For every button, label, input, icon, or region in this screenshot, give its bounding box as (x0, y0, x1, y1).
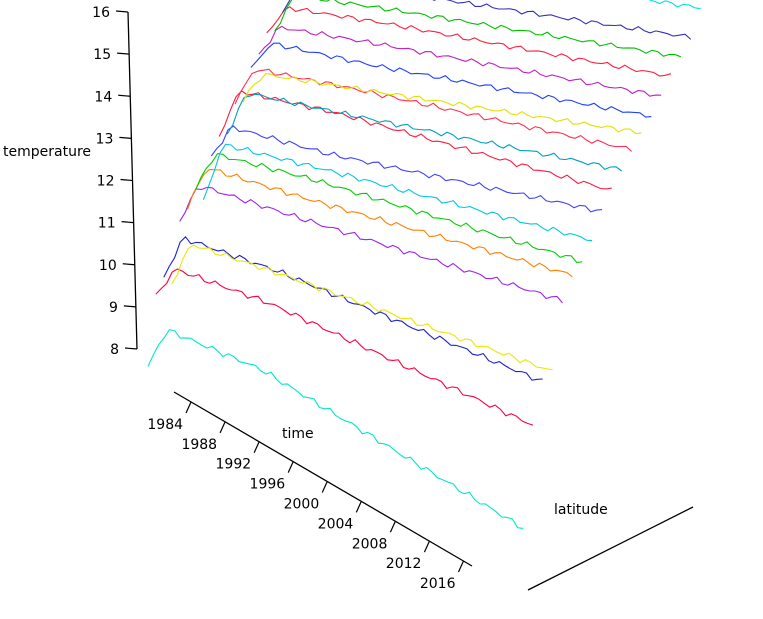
z-tick-label: 11 (98, 216, 116, 232)
series-line (194, 153, 583, 263)
time-tick-label: 2004 (318, 516, 354, 532)
z-tick-label: 9 (109, 300, 118, 316)
time-axis-label: time (282, 426, 314, 442)
time-tick (457, 560, 465, 573)
z-tick (118, 94, 131, 97)
series-line (258, 25, 662, 97)
time-axis: 1984 1988 1992 1996 2000 2004 2008 2012 2016 tim… (147, 391, 473, 592)
z-tick-label: 14 (94, 89, 112, 105)
series-line (218, 90, 612, 190)
time-tick (185, 401, 192, 414)
series-line (242, 73, 642, 135)
z-tick-label: 16 (92, 5, 110, 21)
series-line (147, 329, 524, 529)
z-axis: 8 9 10 11 12 13 14 15 16 temperature (3, 5, 138, 358)
series-line (266, 6, 672, 77)
z-tick (122, 263, 135, 266)
series-line (202, 143, 593, 242)
z-tick (119, 136, 132, 139)
series-line (274, 0, 682, 58)
time-tick (355, 501, 362, 513)
series-line (226, 93, 623, 172)
series-line (234, 68, 632, 152)
time-tick-label: 1992 (216, 457, 252, 473)
series-line (155, 268, 534, 426)
time-tick-label: 2016 (420, 576, 456, 592)
time-tick (219, 421, 226, 434)
time-tick-label: 2012 (386, 556, 422, 572)
z-tick (117, 52, 130, 55)
time-tick-label: 2000 (284, 496, 320, 512)
series-line (179, 186, 563, 304)
time-tick (389, 521, 396, 533)
latitude-axis-line (527, 506, 694, 591)
z-tick (124, 347, 138, 350)
time-tick-label: 1988 (181, 437, 217, 453)
series-line (282, 0, 692, 40)
time-axis-ticks: 1984 1988 1992 1996 2000 2004 2008 2012 2016 (147, 401, 465, 592)
z-tick-label: 12 (97, 174, 115, 190)
z-tick-label: 10 (99, 258, 117, 274)
series-line (648, 0, 701, 10)
z-tick-label: 8 (110, 342, 119, 358)
series-line (187, 168, 573, 278)
z-axis-ticks: 8 9 10 11 12 13 14 15 16 (92, 5, 138, 358)
z-tick (123, 305, 136, 308)
z-axis-label: temperature (3, 144, 91, 160)
z-tick (120, 178, 133, 182)
time-tick-label: 1984 (147, 417, 183, 433)
time-tick (321, 481, 328, 493)
series-line (250, 42, 652, 118)
series-line (163, 235, 543, 381)
time-axis-line (173, 391, 473, 567)
time-tick-label: 1996 (250, 477, 286, 493)
latitude-axis: latitude (527, 502, 694, 591)
time-tick-label: 2008 (352, 536, 388, 552)
series-layer (147, 0, 701, 529)
latitude-axis-label: latitude (554, 502, 608, 518)
time-tick (253, 441, 260, 453)
time-tick (423, 540, 430, 553)
z-tick (121, 221, 134, 224)
series-line (171, 244, 553, 371)
z-tick (115, 10, 129, 13)
z-tick-label: 13 (96, 131, 114, 147)
series-line (210, 125, 603, 213)
z-tick-label: 15 (93, 47, 111, 63)
time-tick (287, 461, 294, 473)
